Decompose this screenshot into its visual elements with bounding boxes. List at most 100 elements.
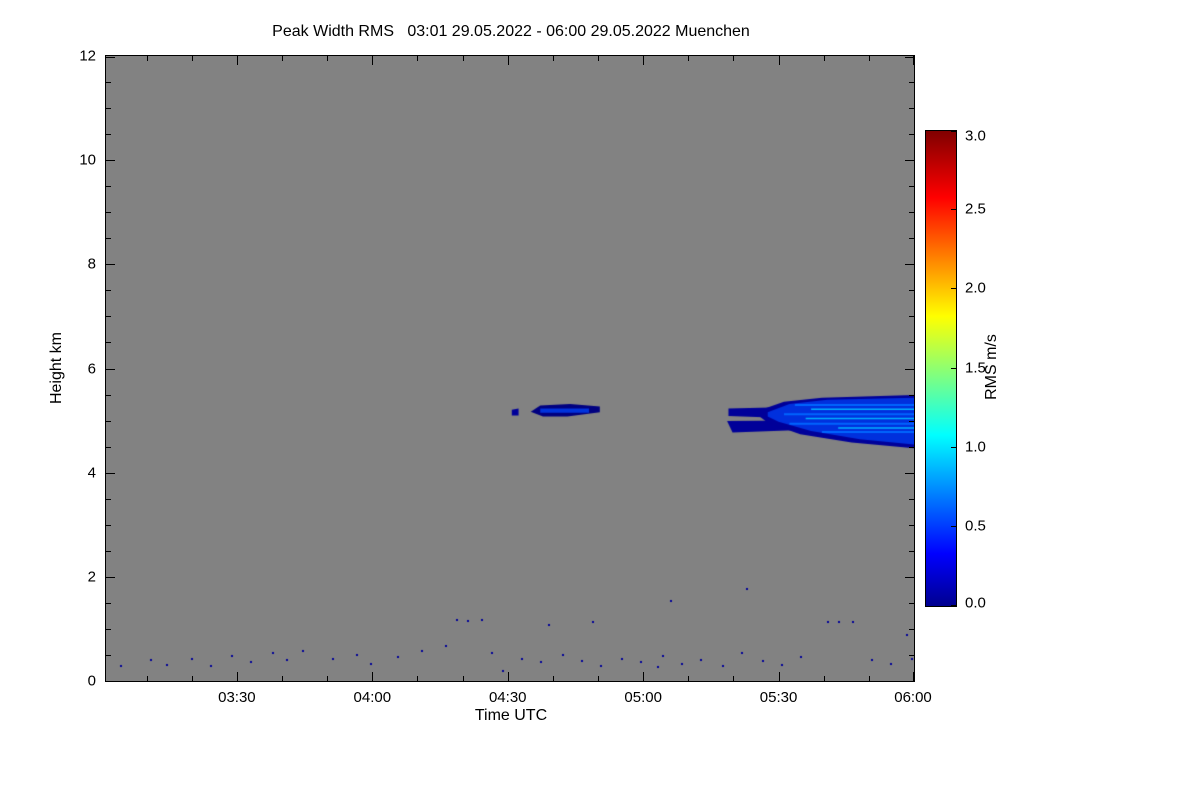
y-tick-mark [905, 681, 914, 682]
x-tick-mark [507, 672, 509, 681]
y-minor-tick-mark [106, 290, 111, 292]
y-minor-tick-mark [909, 134, 914, 136]
x-tick-mark [372, 672, 374, 681]
y-minor-tick-mark [909, 186, 914, 188]
y-minor-tick-mark [106, 186, 111, 188]
y-tick-mark [106, 160, 115, 162]
colorbar [925, 130, 957, 607]
y-minor-tick-mark [106, 420, 111, 422]
x-minor-tick-mark [327, 56, 329, 61]
x-tick-label: 03:30 [218, 689, 256, 706]
x-minor-tick-mark [868, 56, 870, 61]
heatmap-canvas [106, 56, 914, 681]
colorbar-tick-mark [951, 288, 956, 290]
x-minor-tick-mark [462, 676, 464, 681]
y-tick-mark [106, 264, 115, 266]
colorbar-tick-label: 2.0 [965, 279, 986, 297]
y-tick-label: 4 [87, 464, 96, 482]
y-tick-mark [106, 57, 115, 58]
y-minor-tick-mark [106, 524, 111, 526]
plot-area [105, 55, 915, 682]
y-minor-tick-mark [909, 602, 914, 604]
y-tick-mark [905, 368, 914, 370]
y-minor-tick-mark [909, 394, 914, 396]
x-minor-tick-mark [733, 56, 735, 61]
x-minor-tick-mark [282, 676, 284, 681]
x-minor-tick-mark [417, 56, 419, 61]
x-minor-tick-mark [417, 676, 419, 681]
colorbar-tick-mark [951, 605, 956, 606]
x-tick-mark [913, 672, 914, 681]
y-tick-mark [106, 576, 115, 578]
y-minor-tick-mark [106, 212, 111, 214]
x-minor-tick-mark [823, 56, 825, 61]
colorbar-tick-mark [951, 209, 956, 211]
y-minor-tick-mark [909, 212, 914, 214]
y-minor-tick-mark [909, 342, 914, 344]
y-minor-tick-mark [909, 238, 914, 240]
y-tick-mark [905, 264, 914, 266]
y-minor-tick-mark [909, 316, 914, 318]
y-minor-tick-mark [909, 108, 914, 110]
y-minor-tick-mark [909, 654, 914, 656]
y-tick-mark [905, 472, 914, 474]
y-tick-mark [905, 160, 914, 162]
y-tick-mark [106, 472, 115, 474]
y-minor-tick-mark [106, 628, 111, 630]
y-minor-tick-mark [909, 82, 914, 84]
x-minor-tick-mark [688, 56, 690, 61]
y-minor-tick-mark [106, 342, 111, 344]
x-minor-tick-mark [462, 56, 464, 61]
x-minor-tick-mark [191, 56, 193, 61]
x-tick-mark [372, 56, 374, 65]
y-minor-tick-mark [909, 628, 914, 630]
y-minor-tick-mark [106, 498, 111, 500]
x-minor-tick-mark [823, 676, 825, 681]
x-tick-mark [643, 672, 645, 681]
y-tick-mark [106, 681, 115, 682]
y-minor-tick-mark [909, 446, 914, 448]
x-tick-label: 05:00 [624, 689, 662, 706]
colorbar-tick-mark [951, 446, 956, 448]
y-minor-tick-mark [106, 550, 111, 552]
x-tick-mark [778, 672, 780, 681]
x-tick-label: 05:30 [759, 689, 798, 706]
y-tick-mark [905, 57, 914, 58]
y-minor-tick-mark [909, 550, 914, 552]
x-minor-tick-mark [598, 56, 600, 61]
x-tick-mark [913, 56, 914, 65]
x-tick-mark [236, 56, 238, 65]
y-tick-mark [905, 576, 914, 578]
colorbar-tick-label: 0.0 [965, 594, 986, 612]
y-minor-tick-mark [106, 134, 111, 136]
x-minor-tick-mark [146, 56, 148, 61]
x-tick-label: 04:00 [353, 689, 392, 706]
y-minor-tick-mark [106, 602, 111, 604]
x-minor-tick-mark [733, 676, 735, 681]
colorbar-tick-mark [951, 367, 956, 369]
y-minor-tick-mark [106, 394, 111, 396]
y-minor-tick-mark [106, 654, 111, 656]
chart-title: Peak Width RMS 03:01 29.05.2022 - 06:00 … [272, 23, 750, 40]
x-tick-mark [236, 672, 238, 681]
y-tick-label: 10 [79, 151, 96, 169]
x-minor-tick-mark [327, 676, 329, 681]
colorbar-tick-label: 3.0 [965, 127, 986, 145]
x-axis-label: Time UTC [474, 707, 548, 724]
x-minor-tick-mark [552, 676, 554, 681]
x-minor-tick-mark [282, 56, 284, 61]
y-minor-tick-mark [909, 524, 914, 526]
colorbar-tick-label: 2.5 [965, 200, 986, 218]
x-minor-tick-mark [146, 676, 148, 681]
colorbar-tick-mark [951, 525, 956, 527]
y-tick-mark [106, 368, 115, 370]
x-minor-tick-mark [552, 56, 554, 61]
y-minor-tick-mark [909, 498, 914, 500]
x-minor-tick-mark [191, 676, 193, 681]
y-minor-tick-mark [106, 238, 111, 240]
y-minor-tick-mark [909, 290, 914, 292]
y-tick-label: 8 [87, 255, 96, 273]
x-tick-label: 04:30 [488, 689, 527, 706]
x-tick-mark [643, 56, 645, 65]
